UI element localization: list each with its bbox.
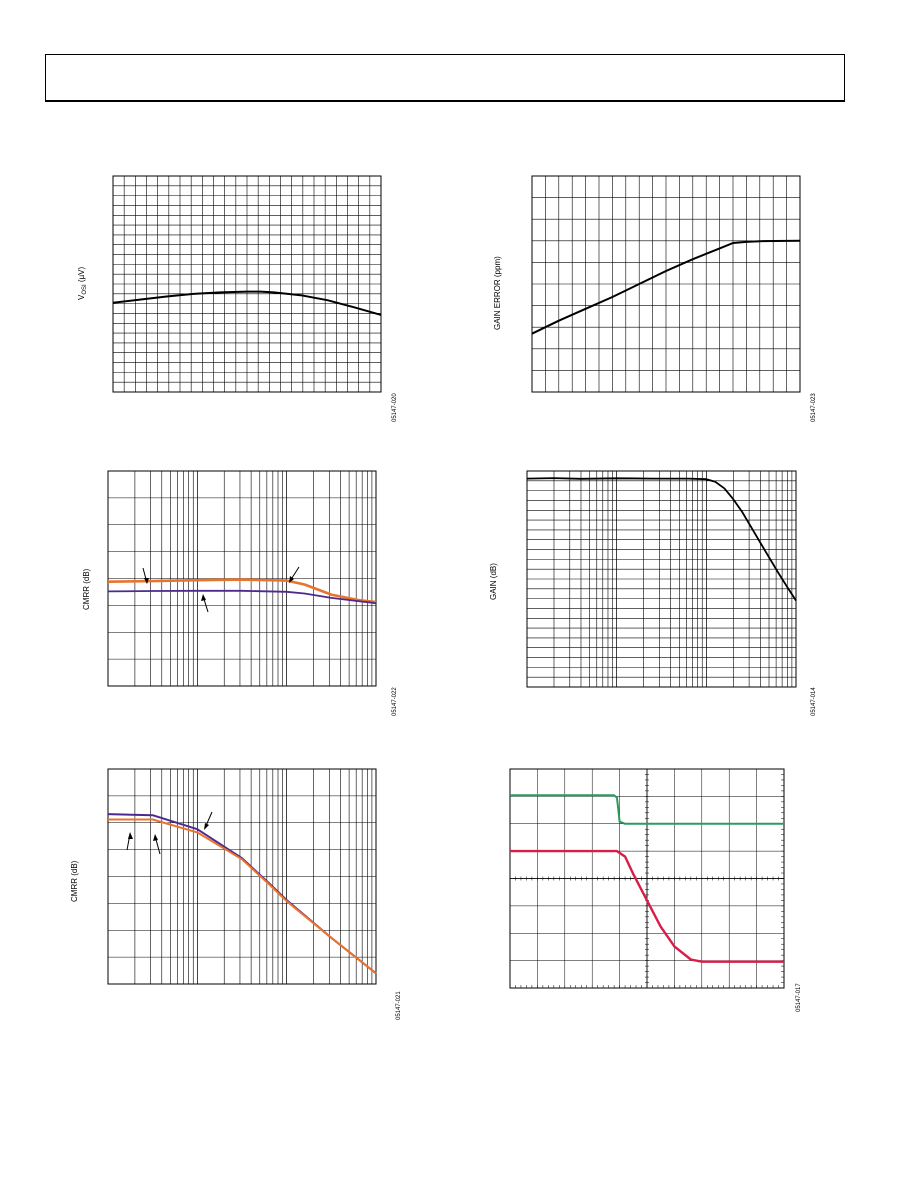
- chart-transient: 05147-017: [509, 768, 802, 1012]
- chart-transient-grid: [509, 768, 785, 989]
- chart-cmrr-2-ylabel: CMRR (dB): [70, 860, 79, 902]
- chart-cmrr-1-arrowhead-b: [289, 576, 294, 583]
- chart-vosi-grid: [113, 176, 381, 392]
- chart-cmrr-2-arrowhead-c: [153, 834, 158, 841]
- chart-gain-error: GAIN ERROR (ppm) 05147-023: [493, 175, 817, 422]
- transient-series-green: [510, 794, 784, 825]
- chart-cmrr-2-grid: [108, 769, 377, 984]
- chart-transient-figure-id: 05147-017: [796, 983, 802, 1012]
- chart-gain: GAIN (dB) 05147-014: [489, 470, 817, 716]
- cmrr-1-series-line-1: [107, 589, 377, 605]
- chart-vosi: VOSI (µV) 05147-020: [77, 175, 398, 422]
- chart-cmrr-2: CMRR (dB) 05147-021: [70, 768, 402, 1020]
- chart-cmrr-2-figure-id: 05147-021: [396, 991, 402, 1020]
- cmrr-1-series-line-0: [107, 578, 377, 604]
- chart-cmrr-1: CMRR (dB) 05147-022: [82, 470, 398, 716]
- chart-transient-frame: [509, 768, 785, 989]
- page-header-box: [45, 54, 845, 102]
- chart-gain-ylabel: GAIN (dB): [489, 563, 498, 600]
- chart-cmrr-1-ylabel: CMRR (dB): [82, 568, 91, 610]
- chart-gain-frame: [526, 470, 797, 688]
- chart-cmrr-2-arrowhead-a: [204, 823, 209, 830]
- chart-cmrr-2-frame: [107, 768, 377, 985]
- chart-cmrr-2-arrowhead-b: [128, 832, 133, 839]
- chart-vosi-figure-id: 05147-020: [392, 393, 398, 422]
- cmrr-2-series-line-0: [107, 813, 377, 975]
- transient-series-red: [510, 849, 784, 963]
- chart-cmrr-1-grid: [108, 471, 377, 686]
- chart-vosi-ylabel: VOSI (µV): [77, 266, 88, 300]
- cmrr-2-series-line-1: [108, 818, 377, 975]
- gain-error-series-line: [531, 239, 801, 335]
- chart-cmrr-1-frame: [107, 470, 377, 687]
- chart-vosi-frame: [112, 175, 382, 393]
- chart-cmrr-1-figure-id: 05147-022: [392, 687, 398, 716]
- chart-gain-figure-id: 05147-014: [811, 687, 817, 716]
- chart-cmrr-1-arrowhead-a: [144, 578, 149, 584]
- gain-series-line: [526, 477, 797, 602]
- chart-cmrr-1-arrowhead-c: [201, 594, 206, 601]
- chart-gain-grid: [527, 471, 797, 687]
- chart-gain-error-ylabel: GAIN ERROR (ppm): [493, 256, 502, 330]
- vosi-series-line: [112, 290, 382, 316]
- chart-gain-error-figure-id: 05147-023: [811, 393, 817, 422]
- chart-gain-error-grid: [532, 176, 800, 392]
- chart-gain-error-frame: [531, 175, 801, 393]
